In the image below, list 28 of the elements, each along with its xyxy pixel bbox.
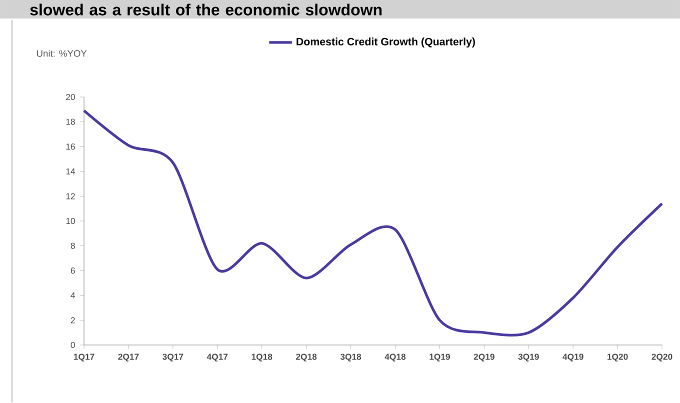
- x-tick-label: 4Q17: [206, 354, 228, 362]
- y-tick-label: 4: [70, 292, 76, 299]
- x-tick-label: 1Q17: [74, 354, 94, 362]
- x-tick-label: 1Q20: [607, 354, 628, 362]
- y-tick-label: 2: [70, 317, 75, 324]
- y-tick-label: 0: [70, 342, 75, 348]
- x-tick-label: 3Q19: [518, 354, 539, 362]
- y-tick-label: 8: [70, 242, 75, 250]
- y-tick-label: 14: [66, 168, 76, 175]
- x-tick-label: 4Q18: [384, 354, 406, 362]
- y-tick-label: 10: [66, 218, 75, 224]
- legend-label: Domestic Credit Growth (Quarterly): [296, 38, 475, 48]
- text: Unit: %YOY: [36, 50, 87, 57]
- y-tick-label: 18: [66, 118, 75, 126]
- x-tick-label: 2Q19: [474, 354, 494, 362]
- x-tick-label: 4Q19: [562, 354, 584, 362]
- x-tick-label: 2Q17: [118, 354, 139, 362]
- x-tick-label: 3Q18: [340, 354, 362, 362]
- y-tick-label: 12: [66, 193, 75, 200]
- x-tick-label: 3Q17: [162, 354, 184, 362]
- x-tick-label: 1Q18: [252, 354, 272, 362]
- x-tick-label: 2Q20: [652, 354, 672, 362]
- y-tick-label: 6: [70, 268, 75, 274]
- y-tick-label: 16: [66, 144, 75, 150]
- chart-title: slowed as a result of the economic slowdown: [30, 4, 382, 16]
- x-tick-label: 2Q18: [296, 354, 317, 362]
- x-tick-label: 1Q19: [430, 354, 450, 362]
- y-tick-label: 20: [66, 94, 75, 100]
